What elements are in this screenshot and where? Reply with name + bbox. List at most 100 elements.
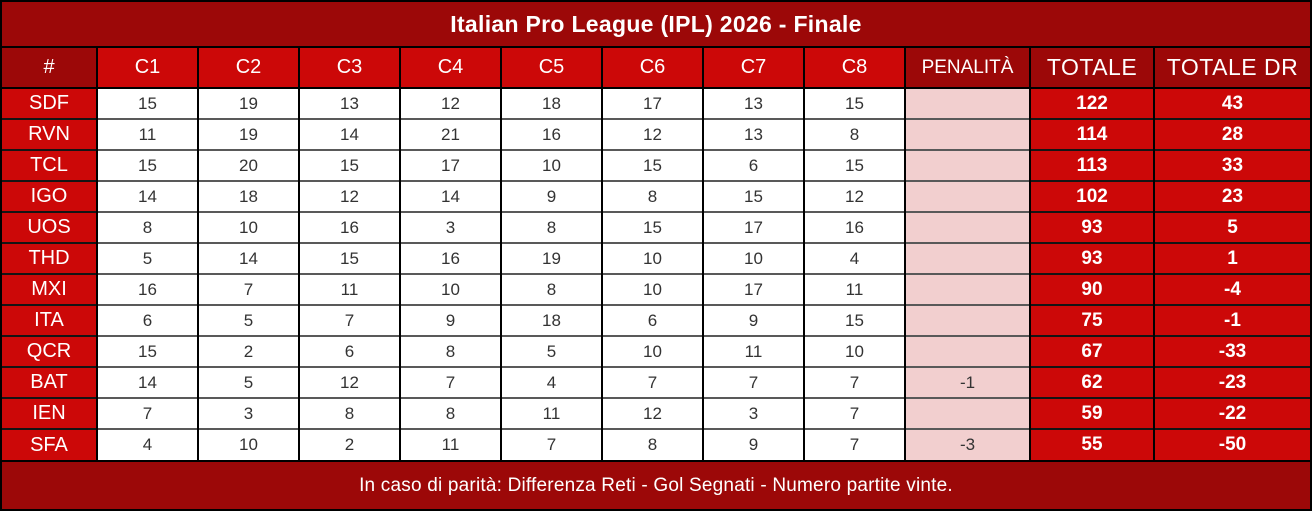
score-cell: 4 bbox=[803, 242, 905, 274]
penalty-cell bbox=[904, 397, 1030, 429]
total-dr-cell: -1 bbox=[1153, 304, 1310, 336]
total-cell: 93 bbox=[1029, 242, 1154, 274]
penalty-cell bbox=[904, 87, 1030, 119]
score-cell: 12 bbox=[399, 87, 501, 119]
score-cell: 14 bbox=[96, 180, 198, 212]
team-cell: IEN bbox=[2, 397, 97, 429]
score-cell: 11 bbox=[399, 428, 501, 460]
score-cell: 20 bbox=[197, 149, 299, 181]
score-cell: 11 bbox=[500, 397, 602, 429]
score-cell: 19 bbox=[197, 118, 299, 150]
score-cell: 10 bbox=[601, 273, 703, 305]
penalty-cell bbox=[904, 304, 1030, 336]
score-cell: 7 bbox=[298, 304, 400, 336]
score-cell: 17 bbox=[399, 149, 501, 181]
team-cell: RVN bbox=[2, 118, 97, 150]
score-cell: 10 bbox=[500, 149, 602, 181]
total-cell: 90 bbox=[1029, 273, 1154, 305]
penalty-cell bbox=[904, 211, 1030, 243]
total-cell: 55 bbox=[1029, 428, 1154, 460]
score-cell: 12 bbox=[298, 366, 400, 398]
total-cell: 67 bbox=[1029, 335, 1154, 367]
score-cell: 10 bbox=[197, 428, 299, 460]
column-header-c8: C8 bbox=[803, 48, 905, 89]
penalty-cell bbox=[904, 273, 1030, 305]
score-cell: 16 bbox=[298, 211, 400, 243]
score-cell: 7 bbox=[399, 366, 501, 398]
column-header-total: TOTALE bbox=[1029, 48, 1154, 89]
score-cell: 15 bbox=[702, 180, 804, 212]
score-cell: 7 bbox=[500, 428, 602, 460]
total-dr-cell: -23 bbox=[1153, 366, 1310, 398]
score-cell: 4 bbox=[96, 428, 198, 460]
score-cell: 6 bbox=[298, 335, 400, 367]
total-dr-cell: -33 bbox=[1153, 335, 1310, 367]
score-cell: 8 bbox=[399, 397, 501, 429]
score-cell: 10 bbox=[601, 335, 703, 367]
score-cell: 3 bbox=[399, 211, 501, 243]
score-cell: 3 bbox=[197, 397, 299, 429]
total-dr-cell: -4 bbox=[1153, 273, 1310, 305]
score-cell: 15 bbox=[298, 149, 400, 181]
score-cell: 14 bbox=[96, 366, 198, 398]
score-cell: 12 bbox=[601, 397, 703, 429]
score-cell: 9 bbox=[500, 180, 602, 212]
score-cell: 14 bbox=[298, 118, 400, 150]
table-row: QCR 15 2 6 8 5 10 11 10 67 -33 bbox=[2, 335, 1310, 367]
score-cell: 11 bbox=[803, 273, 905, 305]
score-cell: 15 bbox=[803, 149, 905, 181]
score-cell: 17 bbox=[702, 211, 804, 243]
score-cell: 10 bbox=[197, 211, 299, 243]
team-cell: THD bbox=[2, 242, 97, 274]
score-cell: 8 bbox=[803, 118, 905, 150]
score-cell: 19 bbox=[197, 87, 299, 119]
team-cell: SDF bbox=[2, 87, 97, 119]
table-row: ITA 6 5 7 9 18 6 9 15 75 -1 bbox=[2, 304, 1310, 336]
score-cell: 5 bbox=[500, 335, 602, 367]
score-cell: 7 bbox=[96, 397, 198, 429]
table-row: BAT 14 5 12 7 4 7 7 7 -1 62 -23 bbox=[2, 366, 1310, 398]
score-cell: 14 bbox=[399, 180, 501, 212]
score-cell: 15 bbox=[601, 149, 703, 181]
total-dr-cell: 33 bbox=[1153, 149, 1310, 181]
header-row: # C1 C2 C3 C4 C5 C6 C7 C8 PENALITÀ TOTALE TOTALE DR bbox=[2, 48, 1310, 89]
total-cell: 122 bbox=[1029, 87, 1154, 119]
column-header-c4: C4 bbox=[399, 48, 501, 89]
score-cell: 13 bbox=[298, 87, 400, 119]
score-cell: 12 bbox=[803, 180, 905, 212]
score-cell: 6 bbox=[702, 149, 804, 181]
table-row: TCL 15 20 15 17 10 15 6 15 113 33 bbox=[2, 149, 1310, 181]
score-cell: 5 bbox=[197, 366, 299, 398]
total-cell: 59 bbox=[1029, 397, 1154, 429]
score-cell: 15 bbox=[96, 87, 198, 119]
score-cell: 8 bbox=[601, 180, 703, 212]
score-cell: 6 bbox=[601, 304, 703, 336]
score-cell: 10 bbox=[702, 242, 804, 274]
table-row: MXI 16 7 11 10 8 10 17 11 90 -4 bbox=[2, 273, 1310, 305]
score-cell: 15 bbox=[601, 211, 703, 243]
score-cell: 13 bbox=[702, 87, 804, 119]
total-cell: 113 bbox=[1029, 149, 1154, 181]
score-cell: 19 bbox=[500, 242, 602, 274]
standings-table: # C1 C2 C3 C4 C5 C6 C7 C8 PENALITÀ TOTALE TOTALE DR… bbox=[2, 48, 1310, 460]
total-dr-cell: 1 bbox=[1153, 242, 1310, 274]
score-cell: 17 bbox=[601, 87, 703, 119]
score-cell: 7 bbox=[702, 366, 804, 398]
total-cell: 62 bbox=[1029, 366, 1154, 398]
score-cell: 8 bbox=[500, 273, 602, 305]
score-cell: 5 bbox=[197, 304, 299, 336]
score-cell: 18 bbox=[500, 304, 602, 336]
score-cell: 5 bbox=[96, 242, 198, 274]
score-cell: 6 bbox=[96, 304, 198, 336]
total-dr-cell: 43 bbox=[1153, 87, 1310, 119]
score-cell: 16 bbox=[96, 273, 198, 305]
penalty-cell bbox=[904, 118, 1030, 150]
score-cell: 10 bbox=[601, 242, 703, 274]
score-cell: 15 bbox=[803, 87, 905, 119]
penalty-cell: -1 bbox=[904, 366, 1030, 398]
column-header-rank: # bbox=[2, 48, 97, 89]
column-header-c2: C2 bbox=[197, 48, 299, 89]
total-cell: 75 bbox=[1029, 304, 1154, 336]
penalty-cell bbox=[904, 180, 1030, 212]
